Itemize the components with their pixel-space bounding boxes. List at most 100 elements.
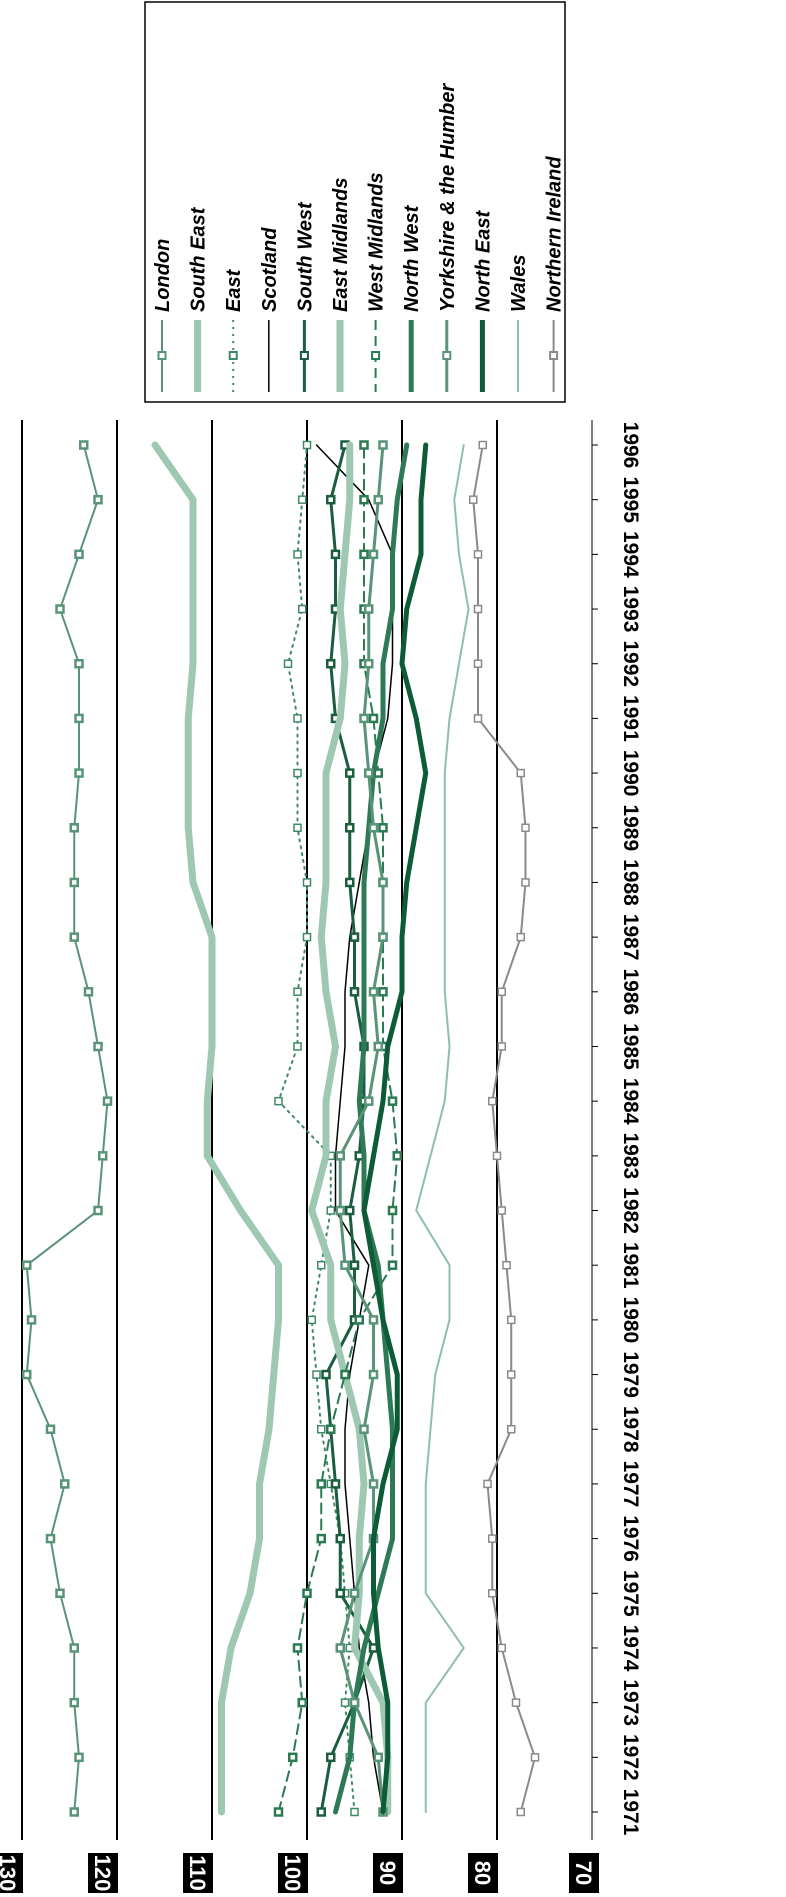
- data-point-london: [69, 823, 79, 833]
- data-point-northern-ireland: [502, 1260, 511, 1270]
- data-point-east: [302, 878, 312, 887]
- data-point-northern-ireland: [507, 1424, 516, 1434]
- data-point-london: [69, 1697, 79, 1708]
- series-south-east: [151, 441, 282, 1816]
- axes: [591, 420, 598, 1840]
- data-point-south-west: [345, 823, 355, 833]
- data-point-east: [293, 1042, 302, 1051]
- data-point-london: [93, 1205, 103, 1216]
- data-point-northern-ireland: [516, 932, 525, 942]
- data-point-northern-ireland: [469, 495, 478, 504]
- data-point-east: [298, 495, 307, 504]
- data-point-east: [293, 823, 302, 833]
- data-point-east: [302, 440, 312, 450]
- data-point-yorkshire-and-the-humber: [340, 1260, 350, 1270]
- legend-entry-yorkshire-and-the-humber: Yorkshire & the Humber: [437, 83, 459, 392]
- legend-entry-south-east: South East: [188, 206, 210, 392]
- legend-entry-london: London: [152, 239, 174, 392]
- data-point-south-west: [326, 658, 336, 669]
- legend-label: West Midlands: [366, 172, 388, 312]
- series-line-wales: [415, 444, 470, 1813]
- legend-marker: [549, 351, 559, 360]
- legend-marker: [228, 351, 238, 360]
- x-tick-label: 1991: [619, 695, 642, 742]
- data-point-northern-ireland: [488, 1096, 497, 1106]
- data-point-west-midlands: [297, 1697, 307, 1708]
- data-point-london: [69, 877, 79, 888]
- data-point-yorkshire-and-the-humber: [335, 1205, 345, 1216]
- data-point-yorkshire-and-the-humber: [373, 1752, 383, 1763]
- legend-label: East Midlands: [330, 178, 352, 312]
- data-point-london: [60, 1479, 70, 1489]
- data-point-west-midlands: [387, 1096, 398, 1106]
- legend-entry-north-east: North East: [472, 210, 494, 392]
- data-point-west-midlands: [378, 823, 388, 833]
- legend-marker: [299, 351, 309, 360]
- y-tick-label: 100: [280, 1855, 305, 1892]
- data-point-northern-ireland: [507, 1370, 516, 1379]
- data-point-london: [45, 1533, 56, 1544]
- data-point-london: [22, 1369, 32, 1380]
- data-point-east: [283, 659, 293, 668]
- x-tick-label: 1977: [619, 1461, 642, 1508]
- data-point-london: [93, 494, 103, 505]
- series-london: [22, 440, 113, 1817]
- data-point-yorkshire-and-the-humber: [359, 713, 369, 724]
- data-point-northern-ireland: [497, 1643, 506, 1653]
- series-north-west: [333, 442, 410, 1815]
- data-point-west-midlands: [316, 1479, 326, 1489]
- series-line-scotland: [315, 444, 394, 1813]
- data-point-west-midlands: [387, 1260, 398, 1270]
- data-point-south-west: [349, 932, 360, 942]
- data-point-yorkshire-and-the-humber: [364, 1096, 374, 1106]
- data-point-yorkshire-and-the-humber: [364, 604, 374, 614]
- data-point-west-midlands: [368, 713, 379, 724]
- data-point-northern-ireland: [497, 987, 506, 997]
- data-point-london: [74, 1752, 84, 1763]
- data-point-south-west: [326, 1752, 336, 1763]
- data-point-london: [98, 1151, 108, 1161]
- data-point-west-midlands: [354, 1315, 364, 1325]
- series-scotland: [315, 444, 394, 1813]
- x-tick-label: 1974: [619, 1625, 642, 1672]
- data-point-yorkshire-and-the-humber: [368, 1315, 379, 1325]
- y-tick-label-bg: [278, 1853, 308, 1893]
- x-tick-label: 1980: [619, 1297, 642, 1344]
- data-point-northern-ireland: [497, 1206, 506, 1215]
- x-tick-label: 1973: [619, 1679, 642, 1726]
- data-point-west-midlands: [359, 494, 369, 505]
- x-tick-label: 1984: [619, 1078, 642, 1125]
- data-point-london: [74, 549, 84, 560]
- x-tick-label: 1987: [619, 914, 642, 961]
- data-point-northern-ireland: [511, 1698, 521, 1707]
- x-tick-label: 1994: [619, 531, 642, 578]
- data-point-east: [293, 768, 302, 778]
- data-point-east: [293, 714, 302, 723]
- y-tick-label: 90: [375, 1861, 400, 1885]
- legend-label: North East: [472, 210, 494, 312]
- x-tick-label: 1981: [619, 1242, 642, 1289]
- data-point-london: [93, 1041, 103, 1052]
- y-tick-label-bg: [0, 1853, 23, 1893]
- legend-entry-wales: Wales: [508, 255, 530, 392]
- data-point-northern-ireland: [488, 1534, 497, 1543]
- data-point-london: [22, 1260, 32, 1270]
- legend-box: [144, 1, 566, 403]
- data-point-london: [26, 1315, 37, 1325]
- y-tick-label-bg: [373, 1853, 403, 1893]
- x-tick-label: 1992: [619, 640, 642, 687]
- x-tick-label: 1989: [619, 804, 642, 851]
- y-tick-label-bg: [88, 1853, 118, 1893]
- data-point-south-west: [345, 877, 355, 888]
- data-point-west-midlands: [340, 1369, 350, 1380]
- data-point-yorkshire-and-the-humber: [368, 1369, 379, 1380]
- legend: London South East East Scotland South West Ea…: [144, 1, 566, 403]
- series-line-london: [25, 444, 109, 1813]
- data-point-london: [55, 1588, 65, 1599]
- data-point-london: [79, 440, 89, 450]
- data-point-yorkshire-and-the-humber: [368, 1479, 379, 1489]
- data-point-yorkshire-and-the-humber: [335, 1151, 345, 1161]
- y-tick-label-bg: [183, 1853, 213, 1893]
- data-point-east: [293, 987, 302, 997]
- legend-entry-west-midlands: West Midlands: [366, 172, 388, 392]
